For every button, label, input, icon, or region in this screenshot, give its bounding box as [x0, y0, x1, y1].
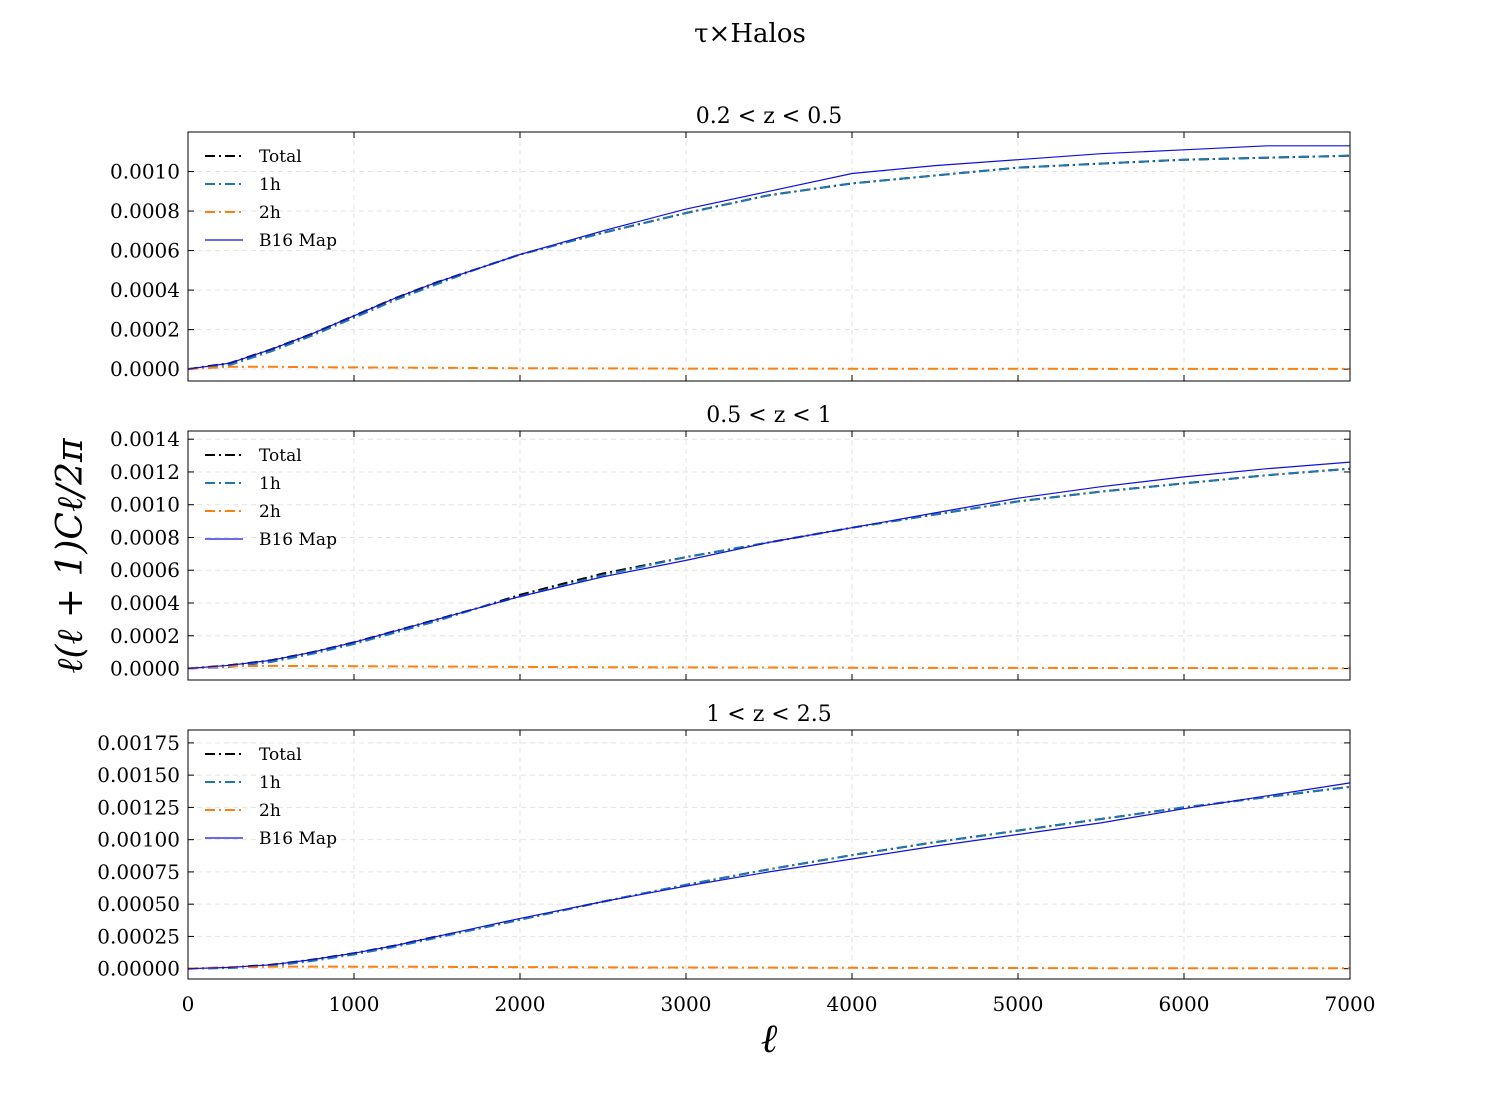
y-tick-label: 0.00075 [97, 860, 180, 884]
y-tick-label: 0.00050 [97, 892, 180, 916]
series-line-1h [187, 154, 1351, 371]
panel-title: 0.5 < z < 1 [706, 403, 831, 428]
legend-label: B16 Map [259, 530, 337, 550]
legend-label: 1h [259, 474, 281, 494]
panel-title: 0.2 < z < 0.5 [696, 104, 842, 129]
x-tick-label: 0 [182, 992, 195, 1016]
legend-label: Total [259, 745, 302, 765]
y-tick-label: 0.0010 [110, 160, 180, 184]
y-tick-label: 0.00100 [97, 828, 180, 852]
y-tick-label: 0.0000 [110, 357, 180, 381]
y-tick-label: 0.0008 [110, 199, 180, 223]
axes-frame [187, 430, 1351, 681]
series-line-b16-map [187, 145, 1350, 370]
panels-group: 0.0000 0.0002 0.0004 0.0006 0.0008 0.0010 0.2 … [97, 104, 1375, 1016]
legend-label: B16 Map [259, 829, 337, 849]
y-tick-label: 0.00000 [97, 957, 180, 981]
y-tick-label: 0.0008 [110, 525, 180, 549]
x-tick-label: 2000 [495, 992, 546, 1016]
panel-1: 0.0000 0.0002 0.0004 0.0006 0.0008 0.0010 0.2 … [110, 104, 1351, 382]
series-line-2h [187, 664, 1350, 670]
y-tick-label: 0.0006 [110, 558, 180, 582]
axes-frame [187, 729, 1351, 980]
y-tick-label: 0.0006 [110, 239, 180, 263]
y-tick-label: 0.0012 [110, 460, 180, 484]
legend-label: B16 Map [259, 231, 337, 251]
y-tick-label: 0.0004 [110, 278, 180, 302]
x-tick-label: 6000 [1159, 992, 1210, 1016]
x-tick-label: 3000 [661, 992, 712, 1016]
y-axis-label: ℓ(ℓ + 1)Cℓ/2π [50, 437, 91, 674]
panel-3: 0 1000 2000 3000 4000 5000 6000 7000 0.00000 0.00… [97, 702, 1375, 1016]
panel-2: 0.0000 0.0002 0.0004 0.0006 0.0008 0.0010 0.00… [110, 403, 1351, 681]
y-tick-label: 0.00175 [97, 731, 180, 755]
legend-label: Total [259, 147, 302, 167]
legend-label: 1h [259, 773, 281, 793]
y-tick-label: 0.00125 [97, 795, 180, 819]
x-axis-label: ℓ [761, 1016, 778, 1062]
legend-label: 2h [259, 801, 281, 821]
series-line-1h [187, 467, 1351, 670]
plot-area [188, 730, 1350, 979]
x-tick-label: 5000 [993, 992, 1044, 1016]
y-tick-label: 0.0000 [110, 657, 180, 681]
figure-suptitle: τ×Halos [694, 19, 806, 49]
series-line-2h [187, 365, 1350, 371]
plot-area [188, 132, 1350, 381]
y-tick-label: 0.00150 [97, 763, 180, 787]
series-line-b16-map [187, 461, 1351, 670]
series-line-b16-map [187, 782, 1351, 970]
legend-label: 2h [259, 502, 281, 522]
legend-label: 1h [259, 175, 281, 195]
y-tick-label: 0.0002 [110, 624, 180, 648]
y-tick-label: 0.0014 [110, 427, 180, 451]
y-tick-label: 0.0004 [110, 591, 180, 615]
panel-title: 1 < z < 2.5 [706, 702, 831, 727]
y-tick-label: 0.0010 [110, 493, 180, 517]
series-line-2h [187, 965, 1350, 970]
axes-frame [187, 131, 1351, 382]
legend-label: 2h [259, 203, 281, 223]
x-tick-label: 1000 [329, 992, 380, 1016]
legend-label: Total [259, 446, 302, 466]
y-tick-label: 0.0002 [110, 318, 180, 342]
plot-area [188, 431, 1350, 680]
x-tick-label: 4000 [827, 992, 878, 1016]
y-tick-label: 0.00025 [97, 924, 180, 948]
x-tick-label: 7000 [1325, 992, 1376, 1016]
